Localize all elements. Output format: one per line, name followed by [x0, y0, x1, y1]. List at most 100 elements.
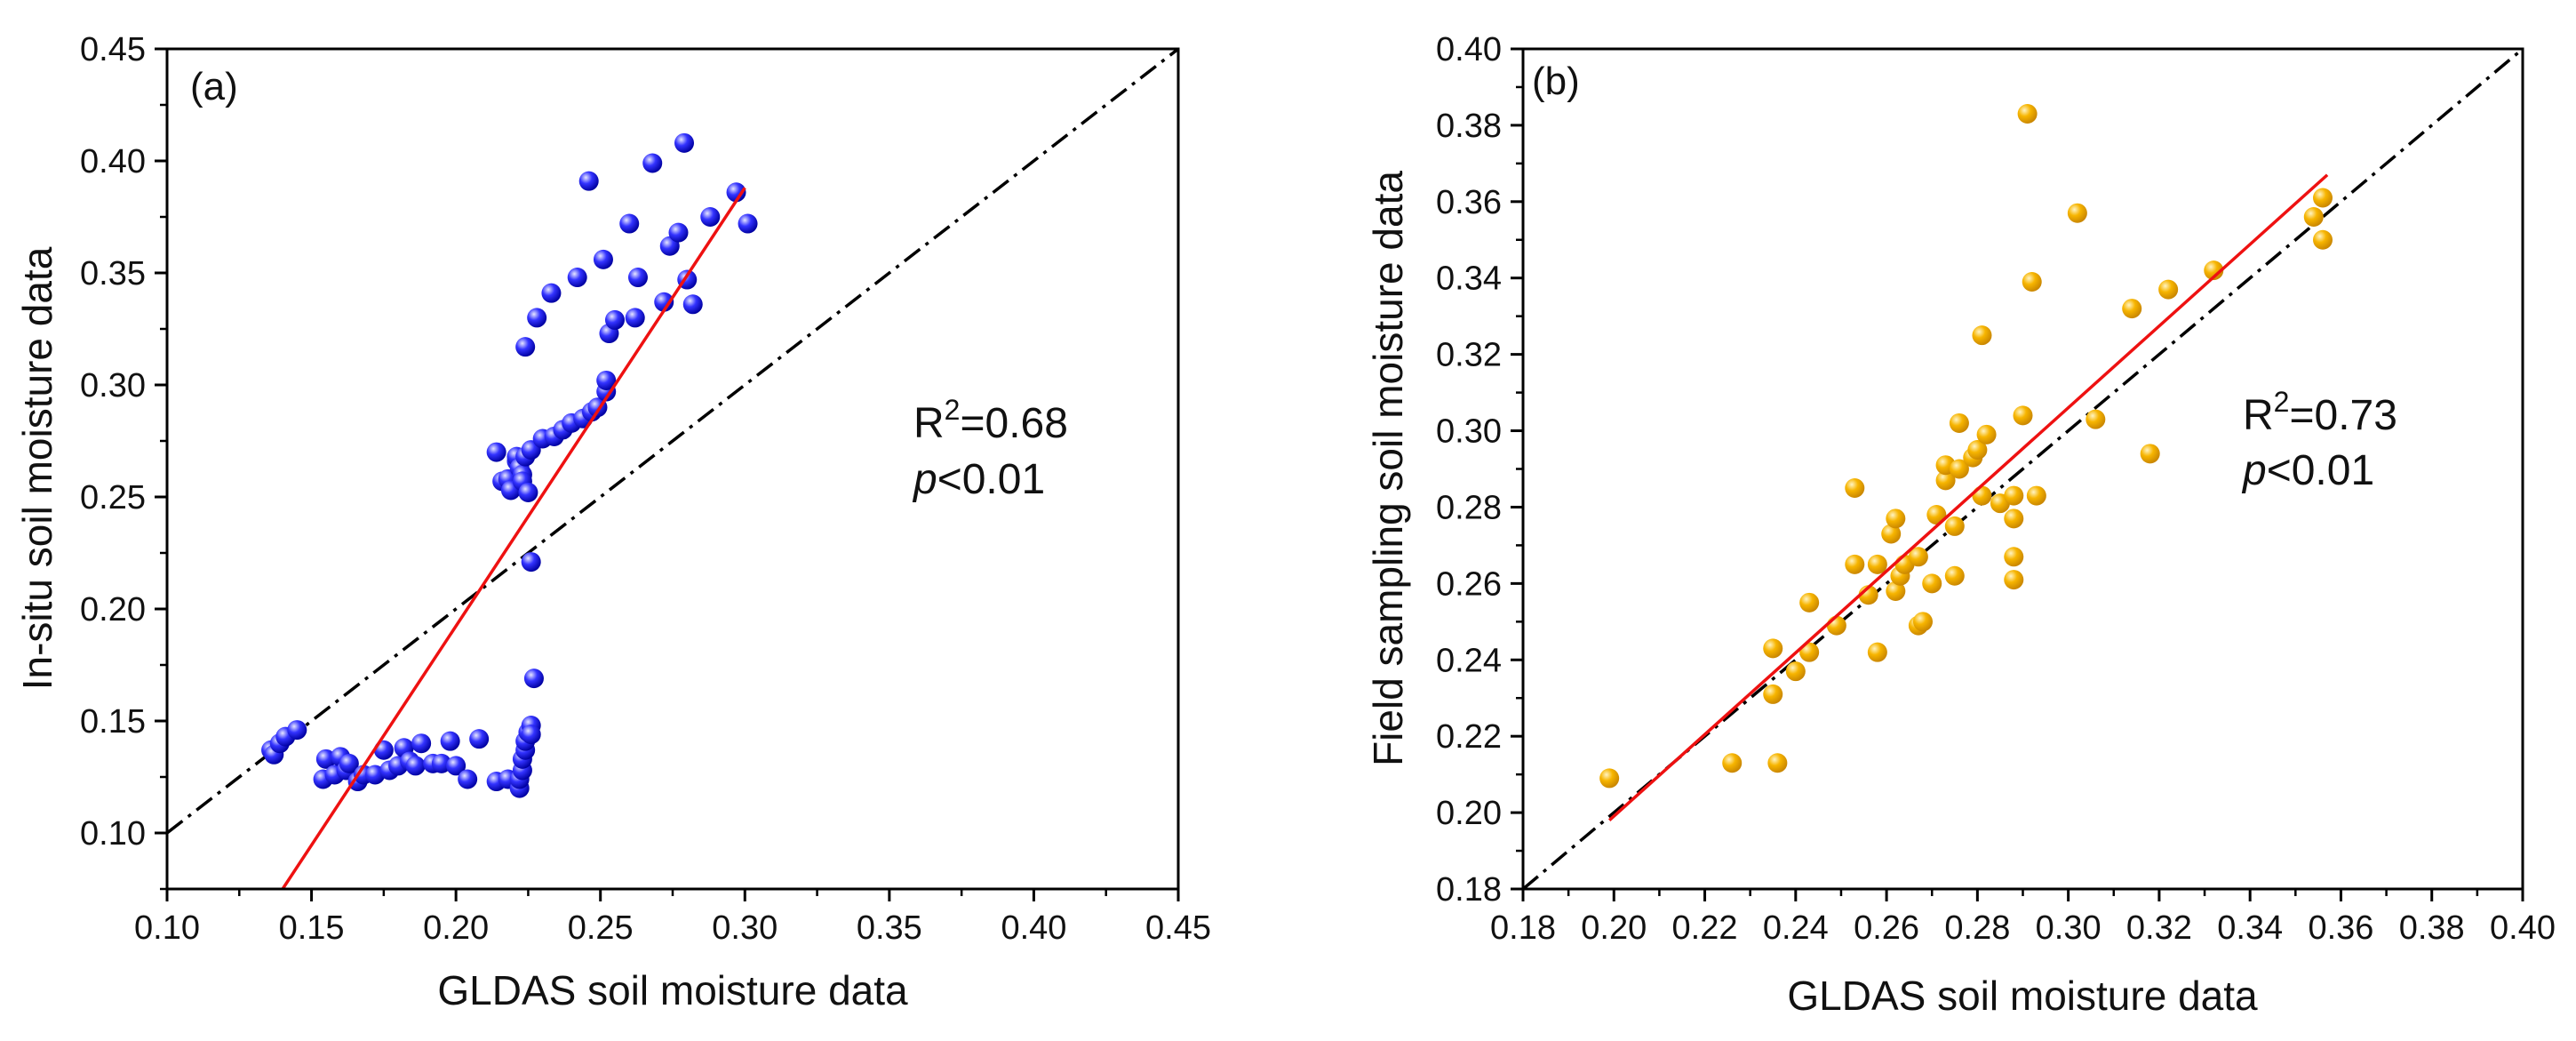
y-tick-label: 0.32: [1436, 337, 1502, 374]
panel-b-tick-labels: 0.18 0.20 0.22 0.24 0.26 0.28 0.30 0.32 0.34 0.36…: [1436, 31, 2556, 947]
data-point: [287, 720, 307, 741]
data-point: [1785, 661, 1806, 682]
data-point: [682, 294, 703, 315]
data-point: [1949, 412, 1969, 433]
data-point: [2313, 188, 2333, 208]
data-point: [2122, 299, 2142, 319]
panel-a-one-to-one-line: [167, 49, 1178, 835]
y-tick-label: 0.26: [1436, 565, 1502, 603]
data-point: [596, 370, 617, 390]
data-point: [1599, 768, 1620, 789]
data-point: [619, 213, 640, 234]
data-point: [1944, 516, 1965, 536]
y-tick-label: 0.30: [1436, 413, 1502, 451]
data-point: [1967, 440, 1988, 460]
data-point: [726, 182, 746, 203]
x-tick-label: 0.30: [2036, 909, 2101, 947]
panel-b-r2-value: =0.73: [2289, 392, 2397, 439]
data-point: [1913, 612, 1933, 632]
data-point: [446, 756, 467, 776]
y-tick-label: 0.10: [80, 815, 146, 853]
data-point: [1972, 485, 1992, 506]
data-point: [1881, 524, 1902, 544]
data-point: [2004, 570, 2024, 590]
data-point: [2067, 203, 2087, 223]
panel-b-label: (b): [1532, 60, 1580, 103]
y-tick-label: 0.20: [80, 591, 146, 629]
data-point: [1935, 470, 1956, 491]
data-point: [1767, 753, 1788, 773]
data-point: [521, 552, 541, 573]
data-point: [469, 729, 490, 749]
y-tick-label: 0.24: [1436, 642, 1502, 679]
data-point: [625, 308, 645, 328]
data-point: [1922, 573, 1942, 594]
x-tick-label: 0.34: [2217, 909, 2283, 947]
panel-a-p-annotation: p<0.01: [912, 456, 1045, 503]
data-point: [642, 153, 663, 173]
x-tick-label: 0.36: [2308, 909, 2373, 947]
data-point: [2022, 272, 2042, 292]
x-tick-label: 0.30: [712, 909, 778, 947]
x-tick-label: 0.24: [1763, 909, 1829, 947]
y-tick-label: 0.36: [1436, 184, 1502, 221]
data-point: [518, 482, 538, 502]
data-point: [431, 753, 451, 773]
x-tick-label: 0.28: [1944, 909, 2010, 947]
x-tick-label: 0.38: [2399, 909, 2465, 947]
x-tick-label: 0.40: [1001, 909, 1066, 947]
data-point: [1908, 547, 1928, 567]
y-tick-label: 0.40: [80, 143, 146, 180]
data-point: [1722, 753, 1743, 773]
data-point: [315, 749, 336, 769]
x-tick-label: 0.26: [1854, 909, 1919, 947]
data-point: [1763, 638, 1783, 659]
data-point: [1799, 642, 1820, 662]
panel-b: (b) 0.18 0.20 0.22 0.24 0.26 0.28 0.30 0.32 0.34…: [1365, 31, 2556, 1019]
panel-a-points: [261, 132, 758, 798]
data-point: [2004, 485, 2024, 506]
data-point: [627, 268, 648, 288]
data-point: [2303, 207, 2324, 227]
panel-b-y-axis-label: Field sampling soil moisture data: [1365, 171, 1411, 766]
panel-a: (a) 0.10 0.15 0.20 0.25 0.30 0.35 0.40 0.450.10…: [14, 31, 1211, 1013]
x-tick-label: 0.25: [568, 909, 634, 947]
x-tick-label: 0.40: [2490, 909, 2556, 947]
data-point: [1972, 325, 1992, 346]
y-tick-label: 0.25: [80, 479, 146, 516]
x-tick-label: 0.15: [279, 909, 345, 947]
panel-b-one-to-one-line: [1523, 49, 2523, 889]
panel-a-x-axis-label: GLDAS soil moisture data: [437, 967, 908, 1013]
panel-a-r2-superscript: 2: [945, 394, 961, 426]
data-point: [1845, 477, 1865, 498]
x-tick-label: 0.18: [1490, 909, 1556, 947]
data-point: [1867, 554, 1887, 574]
data-point: [1799, 592, 1820, 613]
data-point: [604, 309, 625, 330]
data-point: [700, 207, 721, 227]
y-tick-label: 0.34: [1436, 260, 1502, 298]
data-point: [339, 753, 359, 773]
data-point: [541, 283, 562, 303]
data-point: [2086, 409, 2106, 429]
panel-a-y-axis-label: In-situ soil moisture data: [14, 246, 60, 690]
panel-b-r2-annotation: R2=0.73: [2243, 386, 2397, 439]
panel-a-label: (a): [190, 65, 238, 108]
data-point: [1886, 581, 1906, 601]
data-point: [738, 213, 758, 234]
data-point: [2013, 405, 2033, 426]
panel-a-plot-frame: [165, 47, 1180, 891]
data-point: [1926, 505, 1947, 525]
y-tick-label: 0.18: [1436, 871, 1502, 909]
data-point: [578, 171, 599, 191]
data-point: [521, 725, 541, 745]
data-point: [2026, 485, 2046, 506]
x-tick-label: 0.32: [2126, 909, 2192, 947]
data-point: [405, 756, 426, 776]
data-point: [1886, 508, 1906, 529]
data-point: [567, 268, 587, 288]
data-point: [1949, 459, 1969, 479]
data-point: [2313, 229, 2333, 250]
panel-b-r2-superscript: 2: [2274, 386, 2290, 418]
